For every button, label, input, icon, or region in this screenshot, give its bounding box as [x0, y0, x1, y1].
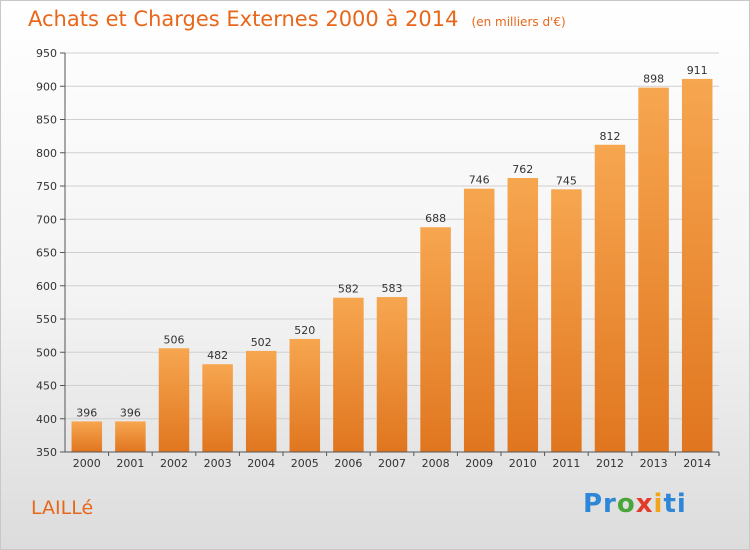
y-tick-label: 800 [36, 147, 57, 160]
y-tick-label: 600 [36, 280, 57, 293]
bar [202, 364, 233, 452]
bar-value-label: 582 [338, 283, 359, 296]
y-tick-label: 500 [36, 346, 57, 359]
bar-value-label: 898 [643, 73, 664, 86]
bar [551, 189, 582, 452]
y-tick-label: 350 [36, 446, 57, 459]
bar [594, 144, 626, 452]
chart-title-text: Achats et Charges Externes 2000 à 2014 [28, 7, 459, 31]
x-axis: 2000 2001 2002 2003 2004 2005 2006 2007 2008 2009… [65, 451, 720, 470]
x-tick-label: 2013 [640, 457, 668, 470]
y-tick-label: 550 [36, 313, 57, 326]
x-tick-label: 2012 [596, 457, 624, 470]
bar [638, 87, 669, 452]
x-tick-label: 2007 [378, 457, 406, 470]
y-tick-label: 650 [36, 247, 57, 260]
x-tick-label: 2005 [291, 457, 319, 470]
bar-value-label: 911 [687, 64, 708, 77]
bar-value-label: 583 [382, 282, 403, 295]
bar [420, 227, 451, 452]
x-tick-label: 2002 [160, 457, 188, 470]
bar [158, 348, 190, 452]
chart-title: Achats et Charges Externes 2000 à 2014 (… [28, 7, 566, 31]
x-tick-label: 2000 [73, 457, 101, 470]
bar-value-label: 746 [469, 174, 490, 187]
bar-value-label: 812 [600, 130, 621, 143]
bar-value-label: 745 [556, 174, 577, 187]
bar-value-label: 396 [120, 406, 141, 419]
bar [681, 78, 713, 452]
x-tick-label: 2008 [422, 457, 450, 470]
bar-value-label: 396 [76, 406, 97, 419]
x-tick-label: 2014 [683, 457, 711, 470]
y-axis: 350 400 450 500 550 600 650 700 750 800 850 900 950 [36, 47, 66, 459]
x-tick-label: 2006 [334, 457, 362, 470]
y-tick-label: 400 [36, 413, 57, 426]
bar [333, 297, 364, 452]
y-tick-label: 700 [36, 213, 57, 226]
x-tick-label: 2001 [116, 457, 144, 470]
y-tick-label: 750 [36, 180, 57, 193]
bar [289, 338, 321, 452]
bar [376, 297, 408, 452]
bar-value-label: 506 [164, 333, 185, 346]
bars: 396 396 506 482 502 520 582 583 688 746 762 745 812 8… [71, 64, 713, 452]
x-tick-label: 2004 [247, 457, 275, 470]
city-name: LAILLé [31, 497, 94, 519]
y-tick-label: 900 [36, 80, 57, 93]
proxiti-logo: Proxiti [583, 489, 687, 519]
chart-unit-label: (en milliers d'€) [471, 15, 566, 29]
x-tick-label: 2009 [465, 457, 493, 470]
bar [463, 188, 495, 452]
bar [71, 421, 103, 452]
bar-value-label: 688 [425, 212, 446, 225]
x-tick-label: 2003 [204, 457, 232, 470]
bar-value-label: 482 [207, 349, 228, 362]
x-tick-label: 2010 [509, 457, 537, 470]
bar [245, 350, 277, 452]
y-tick-label: 850 [36, 114, 57, 127]
y-tick-label: 950 [36, 47, 57, 60]
x-tick-label: 2011 [552, 457, 580, 470]
y-tick-label: 450 [36, 380, 57, 393]
bar-value-label: 762 [512, 163, 533, 176]
bar-value-label: 520 [294, 324, 315, 337]
bar [115, 421, 146, 452]
bar [507, 178, 539, 452]
bar-value-label: 502 [251, 336, 272, 349]
